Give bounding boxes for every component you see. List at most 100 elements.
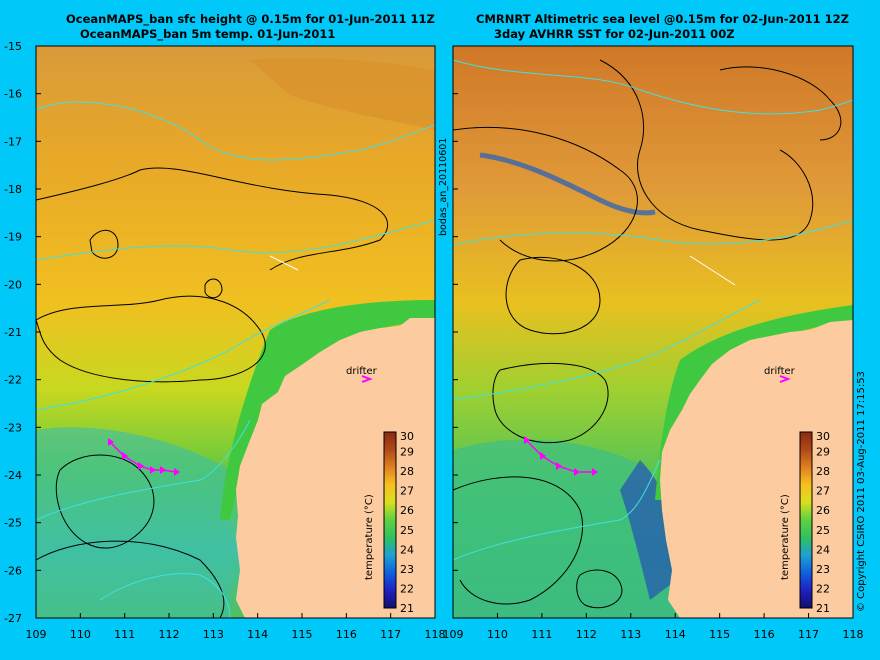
right-contour-cyan bbox=[452, 299, 761, 401]
left-transect-line bbox=[269, 255, 299, 271]
y-tick-label: -24 bbox=[4, 469, 22, 482]
y-tick-label: -22 bbox=[4, 374, 22, 387]
left-contour-cyan bbox=[99, 573, 231, 619]
left-warm-patch bbox=[250, 58, 435, 130]
colorbar-tick-label: 21 bbox=[816, 602, 830, 615]
y-tick-label: -23 bbox=[4, 421, 22, 434]
colorbar-tick-label: 29 bbox=[816, 446, 830, 459]
x-tick-label: 114 bbox=[665, 628, 686, 641]
right-title-line2: 3day AVHRR SST for 02-Jun-2011 00Z bbox=[494, 27, 735, 41]
right-contour-black bbox=[505, 256, 601, 335]
x-tick-label: 110 bbox=[487, 628, 508, 641]
left-coastal-green bbox=[220, 300, 435, 520]
copyright-label: © Copyright CSIRO 2011 03-Aug-2011 17:15… bbox=[856, 371, 867, 612]
right-colorbar bbox=[799, 431, 813, 609]
y-tick-label: -26 bbox=[4, 564, 22, 577]
colorbar-tick-label: 29 bbox=[400, 446, 414, 459]
x-tick-label: 114 bbox=[247, 628, 268, 641]
left-contour-cyan bbox=[35, 419, 251, 521]
colorbar-tick-label: 21 bbox=[400, 602, 414, 615]
right-cool-patch bbox=[453, 439, 680, 618]
left-contour-black bbox=[89, 230, 119, 259]
y-tick-label: -27 bbox=[4, 612, 22, 625]
right-map bbox=[452, 45, 854, 619]
right-contour-black bbox=[492, 363, 609, 444]
x-tick-label: 110 bbox=[70, 628, 91, 641]
left-contour-black bbox=[55, 454, 155, 549]
right-contour-black bbox=[576, 569, 623, 609]
left-contour-cyan bbox=[35, 299, 331, 411]
left-title-line2: OceanMAPS_ban 5m temp. 01-Jun-2011 bbox=[80, 27, 336, 41]
right-title-line1: CMRNRT Altimetric sea level @0.15m for 0… bbox=[476, 12, 849, 26]
right-contour-black bbox=[719, 66, 842, 141]
x-tick-label: 118 bbox=[843, 628, 864, 641]
right-contour-black bbox=[452, 476, 584, 605]
left-cool-patch bbox=[36, 427, 230, 618]
right-transect-line bbox=[689, 255, 736, 286]
left-drifter-track bbox=[108, 438, 180, 476]
left-colorbar bbox=[383, 431, 397, 609]
colorbar-tick-label: 30 bbox=[400, 430, 414, 443]
colorbar-tick-label: 23 bbox=[400, 563, 414, 576]
run-id-label: bodas_an_20110601 bbox=[438, 137, 449, 236]
colorbar-tick-label: 28 bbox=[400, 465, 414, 478]
x-tick-label: 116 bbox=[754, 628, 775, 641]
x-tick-label: 111 bbox=[114, 628, 135, 641]
right-contour-black bbox=[599, 59, 814, 241]
right-contour-cyan bbox=[452, 219, 854, 246]
y-tick-label: -25 bbox=[4, 517, 22, 530]
left-drifter-icon bbox=[361, 375, 373, 383]
right-cloud-patch bbox=[479, 152, 656, 216]
left-title-line1: OceanMAPS_ban sfc height @ 0.15m for 01-… bbox=[66, 12, 435, 26]
x-tick-label: 115 bbox=[709, 628, 730, 641]
right-contour-cyan bbox=[452, 59, 854, 115]
x-tick-label: 115 bbox=[292, 628, 313, 641]
left-contour-cyan bbox=[35, 101, 436, 161]
left-contour-black bbox=[35, 540, 225, 619]
colorbar-tick-label: 24 bbox=[400, 543, 414, 556]
y-tick-label: -15 bbox=[4, 40, 22, 53]
colorbar-tick-label: 23 bbox=[816, 563, 830, 576]
y-tick-label: -18 bbox=[4, 183, 22, 196]
x-tick-label: 112 bbox=[159, 628, 180, 641]
x-tick-label: 111 bbox=[531, 628, 552, 641]
right-contour-black bbox=[452, 126, 638, 262]
left-contour-black bbox=[204, 278, 223, 299]
x-tick-label: 109 bbox=[443, 628, 464, 641]
right-contour-cyan bbox=[452, 459, 661, 561]
left-contour-cyan bbox=[35, 219, 436, 261]
y-tick-label: -19 bbox=[4, 231, 22, 244]
x-tick-label: 112 bbox=[576, 628, 597, 641]
y-tick-label: -17 bbox=[4, 135, 22, 148]
colorbar-tick-label: 28 bbox=[816, 465, 830, 478]
left-map bbox=[35, 45, 436, 619]
x-tick-label: 113 bbox=[203, 628, 224, 641]
colorbar-tick-label: 22 bbox=[400, 582, 414, 595]
left-contour-black bbox=[35, 295, 266, 383]
left-drifter-label: drifter bbox=[346, 366, 377, 377]
right-colorbar-label: temperature (°C) bbox=[780, 494, 791, 580]
right-coastal-green bbox=[655, 305, 853, 500]
colorbar-tick-label: 22 bbox=[816, 582, 830, 595]
x-tick-label: 109 bbox=[26, 628, 47, 641]
x-tick-label: 113 bbox=[620, 628, 641, 641]
left-colorbar-label: temperature (°C) bbox=[364, 494, 375, 580]
colorbar-tick-label: 27 bbox=[816, 485, 830, 498]
colorbar-tick-label: 30 bbox=[816, 430, 830, 443]
y-tick-label: -16 bbox=[4, 88, 22, 101]
colorbar-tick-label: 24 bbox=[816, 543, 830, 556]
colorbar-tick-label: 25 bbox=[400, 524, 414, 537]
colorbar-tick-label: 26 bbox=[816, 504, 830, 517]
left-contour-black bbox=[35, 167, 389, 271]
colorbar-tick-label: 25 bbox=[816, 524, 830, 537]
y-tick-label: -21 bbox=[4, 326, 22, 339]
right-drifter-label: drifter bbox=[764, 366, 795, 377]
x-tick-label: 117 bbox=[798, 628, 819, 641]
right-drifter-icon bbox=[779, 375, 791, 383]
right-drifter-track bbox=[524, 436, 598, 476]
x-tick-label: 116 bbox=[336, 628, 357, 641]
colorbar-tick-label: 27 bbox=[400, 485, 414, 498]
colorbar-tick-label: 26 bbox=[400, 504, 414, 517]
x-tick-label: 118 bbox=[425, 628, 446, 641]
